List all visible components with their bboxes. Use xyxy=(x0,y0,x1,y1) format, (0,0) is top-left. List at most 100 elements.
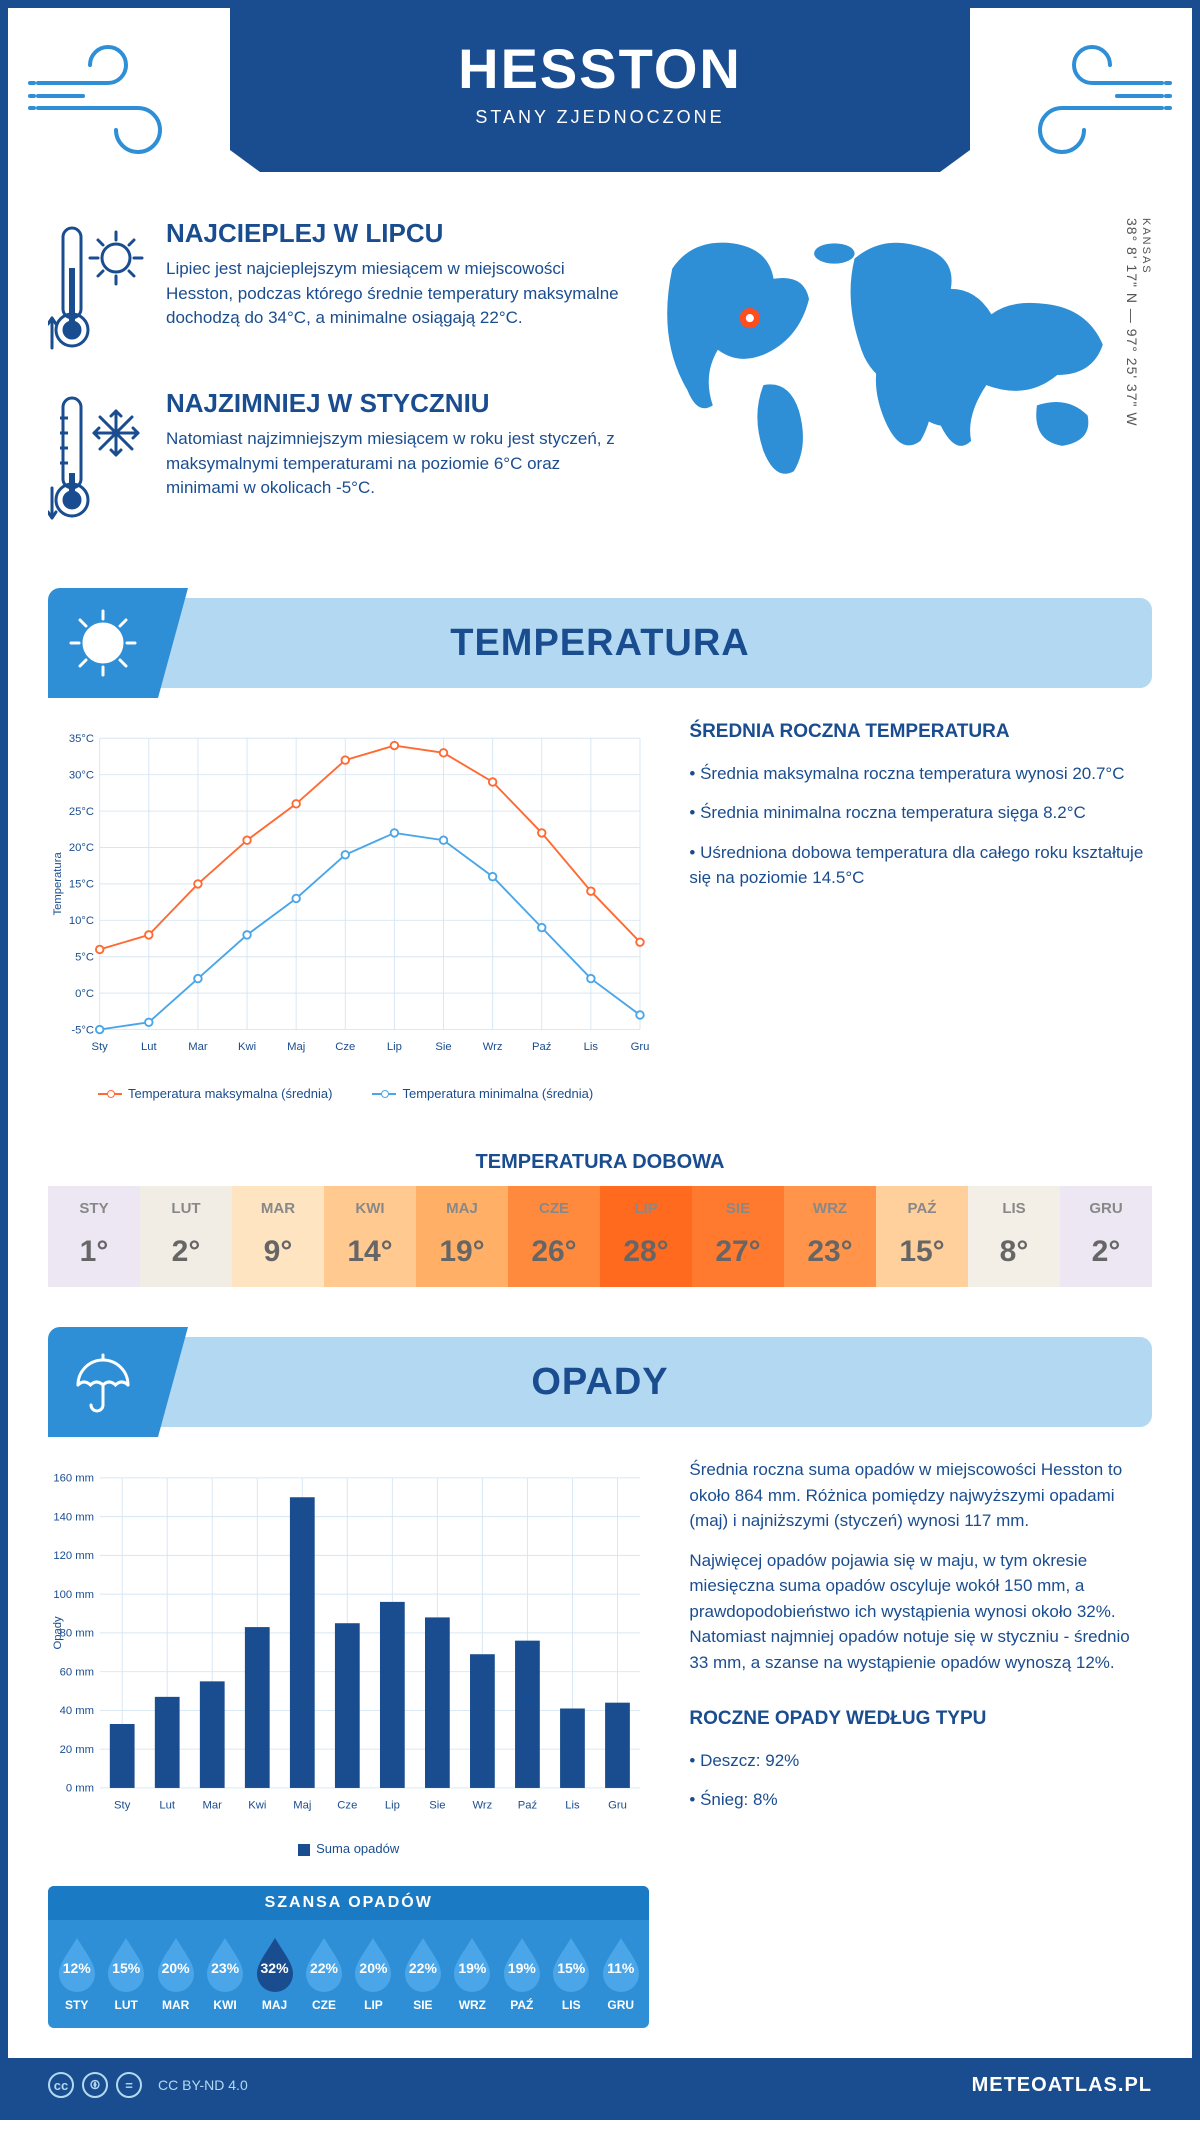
svg-text:0 mm: 0 mm xyxy=(66,1783,94,1795)
svg-text:40 mm: 40 mm xyxy=(60,1705,94,1717)
title-banner: HESSTON STANY ZJEDNOCZONE xyxy=(230,8,970,150)
daily-temp-cell: WRZ23° xyxy=(784,1186,876,1287)
svg-text:15°C: 15°C xyxy=(69,879,94,891)
precip-text: Średnia roczna suma opadów w miejscowośc… xyxy=(689,1457,1152,2028)
cold-text: Natomiast najzimniejszym miesiącem w rok… xyxy=(166,427,622,501)
svg-text:Lip: Lip xyxy=(385,1800,400,1812)
svg-text:-5°C: -5°C xyxy=(71,1024,94,1036)
precip-legend-label: Suma opadów xyxy=(316,1841,399,1856)
location-marker xyxy=(740,308,760,328)
svg-text:0°C: 0°C xyxy=(75,988,94,1000)
legend-item: Temperatura minimalna (średnia) xyxy=(372,1086,593,1101)
daily-temp-cell: PAŹ15° xyxy=(876,1186,968,1287)
chance-drop: 23% KWI xyxy=(200,1934,249,2012)
license-block: cc 🅯 = CC BY-ND 4.0 xyxy=(48,2072,248,2098)
svg-text:35°C: 35°C xyxy=(69,733,94,745)
svg-text:Opady: Opady xyxy=(52,1616,64,1650)
temp-stat-bullet: • Średnia minimalna roczna temperatura s… xyxy=(689,800,1152,826)
chance-drop: 22% SIE xyxy=(398,1934,447,2012)
precip-legend: Suma opadów xyxy=(48,1841,649,1856)
svg-text:20 mm: 20 mm xyxy=(60,1744,94,1756)
chance-drop: 12% STY xyxy=(52,1934,101,2012)
chance-drop: 11% GRU xyxy=(596,1934,645,2012)
svg-text:120 mm: 120 mm xyxy=(53,1550,94,1562)
precip-body: 0 mm 20 mm 40 mm 60 mm 80 mm 100 mm 120 mm 140 … xyxy=(8,1427,1192,2058)
site-name: METEOATLAS.PL xyxy=(972,2074,1152,2097)
hot-title: NAJCIEPLEJ W LIPCU xyxy=(166,218,622,249)
by-icon: 🅯 xyxy=(82,2072,108,2098)
svg-text:Maj: Maj xyxy=(287,1041,305,1053)
wind-icon xyxy=(28,38,188,158)
daily-temp-cell: LIP28° xyxy=(600,1186,692,1287)
svg-text:80 mm: 80 mm xyxy=(60,1628,94,1640)
daily-temp-table: STY1°LUT2°MAR9°KWI14°MAJ19°CZE26°LIP28°S… xyxy=(48,1186,1152,1287)
wind-icon xyxy=(1012,38,1172,158)
daily-temp-cell: MAJ19° xyxy=(416,1186,508,1287)
svg-text:Sty: Sty xyxy=(114,1800,131,1812)
svg-text:25°C: 25°C xyxy=(69,806,94,818)
legend-item: Temperatura maksymalna (średnia) xyxy=(98,1086,332,1101)
coordinates: KANSAS 38° 8' 17" N — 97° 25' 37" W xyxy=(1118,218,1152,427)
temperature-stats: ŚREDNIA ROCZNA TEMPERATURA • Średnia mak… xyxy=(689,718,1152,1101)
chance-drop: 22% CZE xyxy=(299,1934,348,2012)
svg-text:60 mm: 60 mm xyxy=(60,1666,94,1678)
svg-text:100 mm: 100 mm xyxy=(53,1589,94,1601)
svg-text:Lut: Lut xyxy=(159,1800,176,1812)
svg-text:Sie: Sie xyxy=(429,1800,445,1812)
svg-text:20°C: 20°C xyxy=(69,842,94,854)
chance-drop: 19% WRZ xyxy=(448,1934,497,2012)
world-map xyxy=(652,218,1118,481)
coords-text: 38° 8' 17" N — 97° 25' 37" W xyxy=(1124,218,1140,427)
daily-temp-heading: TEMPERATURA DOBOWA xyxy=(8,1151,1192,1174)
precip-section-title: OPADY xyxy=(531,1361,668,1404)
city-name: HESSTON xyxy=(230,36,970,101)
svg-text:5°C: 5°C xyxy=(75,951,94,963)
temp-legend: Temperatura maksymalna (średnia) Temperat… xyxy=(48,1086,649,1101)
chance-drop: 15% LUT xyxy=(101,1934,150,2012)
temperature-chart: -5°C0°C5°C10°C15°C20°C25°C30°C35°CStyLut… xyxy=(48,718,649,1101)
svg-text:Wrz: Wrz xyxy=(483,1041,503,1053)
daily-temp-cell: GRU2° xyxy=(1060,1186,1152,1287)
daily-temp-cell: LUT2° xyxy=(140,1186,232,1287)
temp-stat-bullet: • Średnia maksymalna roczna temperatura … xyxy=(689,761,1152,787)
temp-stats-heading: ŚREDNIA ROCZNA TEMPERATURA xyxy=(689,718,1152,747)
svg-text:Cze: Cze xyxy=(337,1800,357,1812)
chance-drop: 20% MAR xyxy=(151,1934,200,2012)
thermometer-cold-icon xyxy=(48,388,148,528)
chance-drop: 19% PAŹ xyxy=(497,1934,546,2012)
cold-title: NAJZIMNIEJ W STYCZNIU xyxy=(166,388,622,419)
precip-type-heading: ROCZNE OPADY WEDŁUG TYPU xyxy=(689,1705,1152,1734)
hot-text: Lipiec jest najcieplejszym miesiącem w m… xyxy=(166,257,622,331)
svg-text:Sie: Sie xyxy=(435,1041,451,1053)
infographic-container: HESSTON STANY ZJEDNOCZONE xyxy=(0,0,1200,2120)
precip-para1: Średnia roczna suma opadów w miejscowośc… xyxy=(689,1457,1152,1534)
svg-text:30°C: 30°C xyxy=(69,769,94,781)
svg-text:Temperatura: Temperatura xyxy=(52,852,64,916)
umbrella-icon xyxy=(48,1327,158,1437)
svg-text:Paź: Paź xyxy=(532,1041,552,1053)
svg-text:Gru: Gru xyxy=(608,1800,627,1812)
svg-text:Lis: Lis xyxy=(584,1041,599,1053)
daily-temp-cell: MAR9° xyxy=(232,1186,324,1287)
svg-text:160 mm: 160 mm xyxy=(53,1473,94,1485)
precip-chart-column: 0 mm 20 mm 40 mm 60 mm 80 mm 100 mm 120 mm 140 … xyxy=(48,1457,649,2028)
svg-text:Mar: Mar xyxy=(203,1800,223,1812)
svg-text:Lip: Lip xyxy=(387,1041,402,1053)
daily-temp-cell: CZE26° xyxy=(508,1186,600,1287)
temperature-body: -5°C0°C5°C10°C15°C20°C25°C30°C35°CStyLut… xyxy=(8,688,1192,1131)
temperature-section-header: TEMPERATURA xyxy=(48,598,1152,688)
footer: cc 🅯 = CC BY-ND 4.0 METEOATLAS.PL xyxy=(8,2058,1192,2112)
chance-drop: 32% MAJ xyxy=(250,1934,299,2012)
svg-text:Wrz: Wrz xyxy=(472,1800,492,1812)
facts-column: NAJCIEPLEJ W LIPCU Lipiec jest najcieple… xyxy=(48,218,622,558)
precip-chance-box: SZANSA OPADÓW 12% STY 15% LUT 20% xyxy=(48,1886,649,2028)
svg-text:Maj: Maj xyxy=(293,1800,311,1812)
daily-temp-cell: KWI14° xyxy=(324,1186,416,1287)
svg-text:Cze: Cze xyxy=(335,1041,355,1053)
chance-drop: 20% LIP xyxy=(349,1934,398,2012)
temp-section-title: TEMPERATURA xyxy=(450,622,750,665)
svg-text:140 mm: 140 mm xyxy=(53,1511,94,1523)
country-name: STANY ZJEDNOCZONE xyxy=(230,107,970,128)
temp-stat-bullet: • Uśredniona dobowa temperatura dla całe… xyxy=(689,840,1152,891)
daily-temp-cell: LIS8° xyxy=(968,1186,1060,1287)
